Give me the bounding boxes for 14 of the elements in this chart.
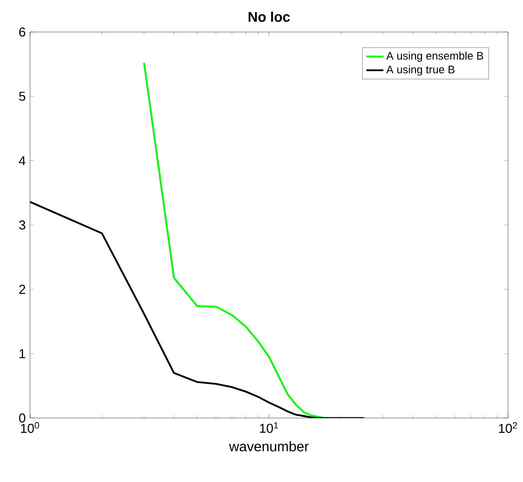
chart-title: No loc bbox=[248, 12, 290, 22]
y-tick-label: 4 bbox=[18, 156, 26, 166]
y-tick-label: 1 bbox=[20, 349, 26, 358]
y-tick-label: 2 bbox=[19, 284, 26, 294]
x-axis-title: wavenumber bbox=[229, 441, 309, 452]
legend-label: A using ensemble B bbox=[386, 52, 484, 62]
y-tick-label: 5 bbox=[19, 92, 26, 101]
x-tick-label: 10$^{1}$ bbox=[260, 422, 278, 433]
legend-label: A using true B bbox=[386, 65, 454, 76]
y-tick-label: 6 bbox=[19, 27, 26, 37]
y-tick-label: 3 bbox=[19, 220, 26, 230]
x-tick-label: 10$^{0}$ bbox=[21, 422, 40, 433]
y-tick-label: 0 bbox=[19, 413, 26, 423]
x-tick-label: 10$^{2}$ bbox=[499, 422, 518, 433]
